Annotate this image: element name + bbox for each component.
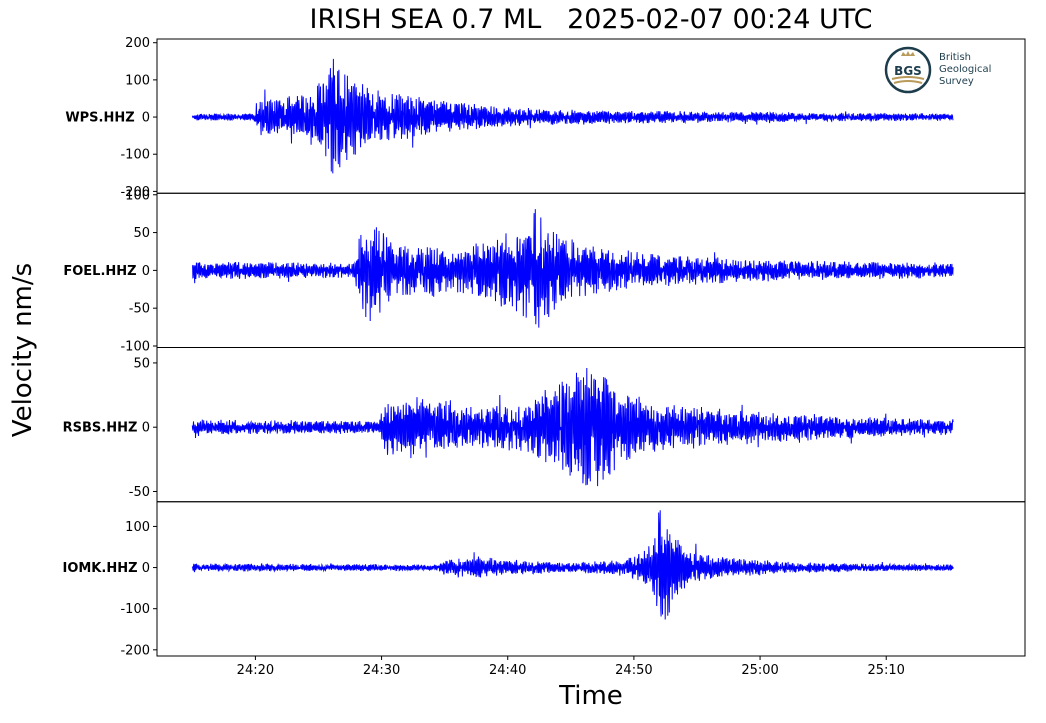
chart-title: IRISH SEA 0.7 ML 2025-02-07 00:24 UTC	[309, 4, 873, 35]
y-tick-label: 0	[142, 561, 150, 576]
bgs-logo-line: Geological	[939, 64, 992, 75]
y-tick-label: 50	[133, 356, 150, 371]
x-tick-label: 24:40	[489, 663, 526, 678]
x-tick-label: 25:10	[867, 663, 904, 678]
trace-line	[191, 510, 954, 620]
station-label: IOMK.HHZ	[62, 561, 137, 576]
y-tick-label: 0	[142, 111, 150, 126]
station-label: RSBS.HHZ	[63, 421, 138, 436]
station-label: FOEL.HHZ	[63, 264, 136, 279]
y-tick-label: 0	[142, 264, 150, 279]
x-tick-label: 24:50	[615, 663, 652, 678]
y-tick-label: 100	[125, 520, 150, 535]
y-tick-label: 50	[133, 226, 150, 241]
trace-panel: 100 50 0 -50 -100 FOEL.HHZ	[63, 188, 1026, 354]
y-tick-label: -50	[129, 302, 150, 317]
bgs-logo-mark-text: BGS	[894, 64, 922, 78]
y-tick-label: -100	[120, 148, 150, 163]
bgs-logo-icon: BGS	[884, 46, 932, 94]
y-tick-label: 100	[125, 73, 150, 88]
y-tick-label: 0	[142, 421, 150, 436]
station-label: WPS.HHZ	[65, 111, 134, 126]
trace-line	[191, 367, 954, 487]
x-tick-label: 24:20	[237, 663, 274, 678]
trace-panel: 50 0 -50 RSBS.HHZ	[63, 347, 1026, 503]
y-tick-label: -50	[129, 485, 150, 500]
trace-panel: 200 100 0 -100 -200 WPS.HHZ	[65, 36, 1026, 200]
y-tick-label: 200	[125, 36, 150, 51]
y-tick-label: 100	[125, 188, 150, 203]
y-tick-label: -100	[120, 339, 150, 354]
y-tick-label: -100	[120, 602, 150, 617]
bgs-logo-line: Survey	[939, 76, 974, 87]
x-tick-label: 24:30	[363, 663, 400, 678]
bgs-logo: BGS British Geological Survey	[884, 46, 1014, 98]
trace-line	[191, 58, 954, 174]
bgs-logo-line: British	[939, 52, 971, 63]
x-tick-label: 25:00	[741, 663, 778, 678]
bgs-logo-text: British Geological Survey	[939, 52, 991, 88]
y-tick-label: -200	[120, 185, 150, 200]
trace-line	[191, 209, 954, 328]
x-axis-label: Time	[559, 681, 623, 711]
y-tick-label: -200	[120, 643, 150, 658]
trace-panel: 100 0 -100 -200 IOMK.HHZ	[62, 501, 1026, 658]
panel-frame	[156, 501, 1026, 657]
